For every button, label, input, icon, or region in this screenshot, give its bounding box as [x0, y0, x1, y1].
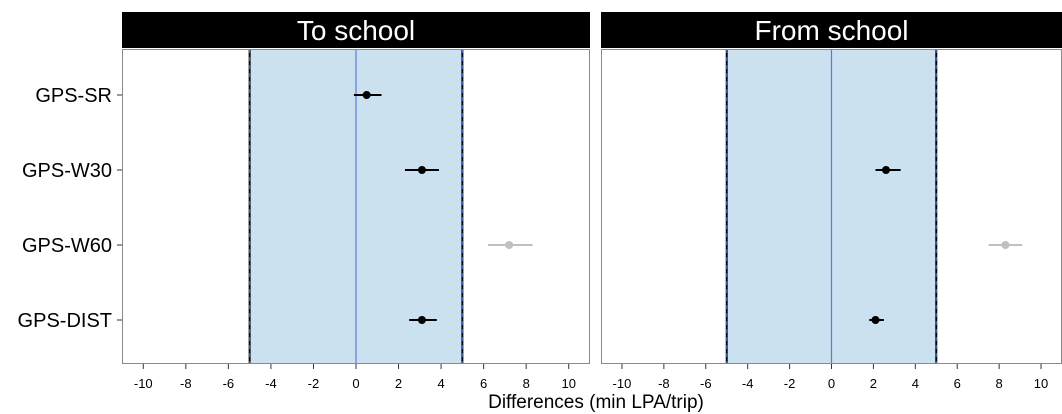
- category-label: GPS-SR: [35, 85, 112, 107]
- category-label: GPS-DIST: [18, 310, 112, 332]
- x-tick-label: -10: [613, 376, 632, 391]
- estimate-point: [505, 241, 514, 249]
- x-tick-label: -6: [223, 376, 235, 391]
- estimate-point: [417, 316, 426, 324]
- x-tick-label: -4: [742, 376, 754, 391]
- x-tick-label: -8: [658, 376, 670, 391]
- panel-strip: [122, 12, 590, 48]
- x-tick-label: 8: [996, 376, 1003, 391]
- x-tick-label: 0: [352, 376, 359, 391]
- panel-title: From school: [754, 15, 908, 46]
- x-tick-label: -8: [180, 376, 192, 391]
- estimate-point: [362, 91, 371, 99]
- x-tick-label: 0: [828, 376, 835, 391]
- category-label: GPS-W60: [22, 235, 112, 257]
- x-tick-label: 4: [912, 376, 919, 391]
- panel-1: From school -10 -8 -6 -4 -2 0 2 4 6 8 10: [601, 12, 1062, 391]
- x-tick-label: 10: [1034, 376, 1048, 391]
- x-tick-label: -2: [784, 376, 796, 391]
- x-tick-label: 6: [954, 376, 961, 391]
- x-tick-label: 2: [870, 376, 877, 391]
- x-tick-label: 6: [480, 376, 487, 391]
- panel-border: [122, 49, 590, 364]
- estimate-point: [417, 166, 426, 174]
- panel-strip: [601, 12, 1062, 48]
- x-tick-label: 2: [395, 376, 402, 391]
- x-tick-label: -2: [308, 376, 320, 391]
- panel-title: To school: [297, 15, 415, 46]
- x-tick-label: 10: [561, 376, 575, 391]
- panel-0: To school -10 -8 -6 -4 -2 0 2 4 6 8 10: [122, 12, 590, 391]
- category-label: GPS-W30: [22, 160, 112, 182]
- x-tick-label: -6: [700, 376, 712, 391]
- estimate-point: [871, 316, 880, 324]
- x-tick-label: 4: [437, 376, 444, 391]
- estimate-point: [1001, 241, 1010, 249]
- estimate-point: [881, 166, 890, 174]
- x-tick-label: -10: [134, 376, 153, 391]
- x-tick-label: 8: [523, 376, 530, 391]
- x-axis-title: Differences (min LPA/trip): [488, 392, 704, 413]
- x-tick-label: -4: [265, 376, 277, 391]
